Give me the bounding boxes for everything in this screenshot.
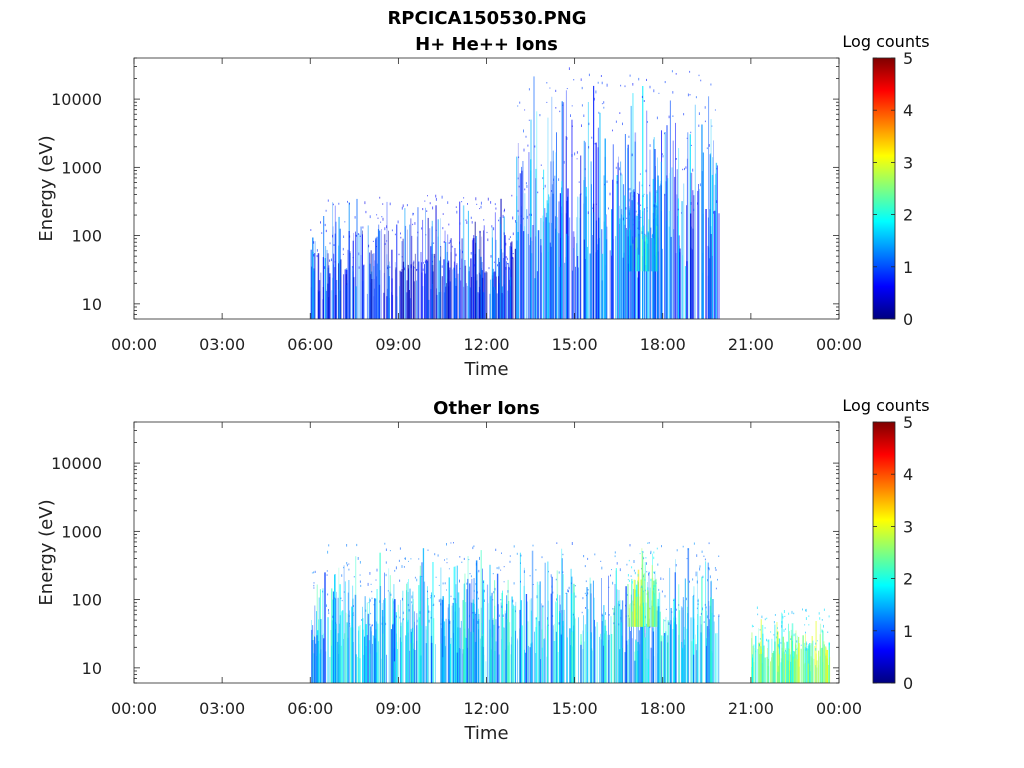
x-tick-label: 00:00 [111,699,157,718]
x-tick-label: 09:00 [375,335,421,354]
data-region [627,542,658,627]
x-tick-label: 00:00 [816,335,862,354]
x-tick-label: 09:00 [375,699,421,718]
x-axis-label: Time [463,359,508,380]
colorbar-tick-label: 5 [903,413,913,432]
x-tick-label: 03:00 [199,699,245,718]
y-axis-label: Energy (eV) [36,499,57,605]
data-region [751,606,831,683]
x-tick-label: 00:00 [816,699,862,718]
colorbar-tick-label: 4 [903,465,913,484]
colorbar-tick-label: 3 [903,517,913,536]
y-tick-label: 100 [71,591,102,610]
x-tick-label: 06:00 [287,335,333,354]
y-axis-label: Energy (eV) [36,135,57,241]
plot-area [134,422,839,683]
y-tick-label: 10000 [51,90,102,109]
panel-title: Other Ions [433,398,540,419]
x-tick-label: 12:00 [463,335,509,354]
panel-other-ions: Other Ions 00:00 03:00 06:00 09:00 12:00 15:00… [36,396,930,744]
colorbar-gradient [872,57,896,320]
colorbar-label: Log counts [842,396,929,415]
x-tick-label: 12:00 [463,699,509,718]
colorbar-label: Log counts [842,32,929,51]
colorbar-tick-label: 4 [903,101,913,120]
colorbar-tick-label: 1 [903,622,913,641]
panel-h-he-ions: H+ He++ Ions 00:00 03:00 06:00 09:00 12:00 15:… [36,32,930,380]
data-region [311,542,720,683]
y-tick-label: 10 [82,659,102,678]
x-tick-label: 18:00 [640,335,686,354]
colorbar-tick-label: 1 [903,258,913,277]
colorbar-tick-label: 3 [903,153,913,172]
figure-title: RPCICA150530.PNG [387,8,586,29]
x-tick-label: 03:00 [199,335,245,354]
x-tick-label: 18:00 [640,699,686,718]
x-tick-label: 21:00 [728,699,774,718]
y-tick-label: 1000 [61,522,102,541]
x-tick-label: 21:00 [728,335,774,354]
x-axis-label: Time [463,723,508,744]
x-tick-label: 15:00 [552,335,598,354]
colorbar-tick-label: 2 [903,206,913,225]
x-tick-label: 00:00 [111,335,157,354]
y-tick-label: 100 [71,227,102,246]
colorbar-tick-label: 0 [903,674,913,693]
data-region [516,67,720,319]
x-tick-label: 15:00 [552,699,598,718]
colorbar-tick-label: 5 [903,49,913,68]
y-tick-label: 10 [82,295,102,314]
x-tick-label: 06:00 [287,699,333,718]
y-tick-label: 10000 [51,454,102,473]
data-region [628,184,658,272]
colorbar-gradient [872,421,896,684]
colorbar-tick-label: 0 [903,310,913,329]
panel-title: H+ He++ Ions [415,34,558,55]
colorbar-tick-label: 2 [903,570,913,589]
y-tick-label: 1000 [61,158,102,177]
data-region [310,194,518,319]
